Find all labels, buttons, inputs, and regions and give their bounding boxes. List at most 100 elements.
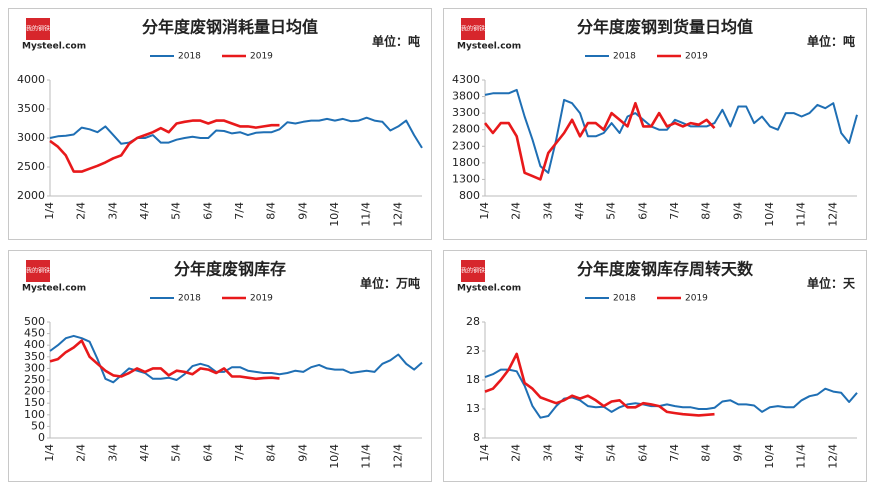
logo-en: Mysteel.com: [457, 284, 521, 294]
y-tick-label: 8: [473, 431, 480, 444]
unit-label: 单位：天: [807, 276, 856, 291]
x-tick-label: 2/4: [75, 202, 88, 220]
y-tick-label: 100: [24, 408, 45, 421]
x-tick-label: 3/4: [541, 444, 554, 462]
x-tick-label: 8/4: [700, 444, 713, 462]
series-line: [49, 339, 280, 381]
panel-border: [8, 8, 432, 240]
panel-border: [443, 8, 867, 240]
y-tick-label: 1800: [452, 156, 480, 169]
x-tick-label: 6/4: [201, 444, 214, 462]
panel-border: [443, 250, 867, 482]
series-line: [49, 116, 423, 149]
x-tick-label: 3/4: [106, 202, 119, 220]
series-line: [484, 368, 858, 419]
y-tick-label: 50: [31, 419, 45, 432]
x-tick-label: 12/4: [391, 202, 404, 227]
x-tick-label: 2/4: [510, 202, 523, 220]
x-tick-label: 10/4: [763, 202, 776, 227]
chart-title: 分年度废钢到货量日均值: [577, 18, 753, 37]
x-tick-label: 11/4: [795, 444, 808, 469]
x-tick-label: 6/4: [201, 202, 214, 220]
logo-cn: 我的钢铁: [26, 25, 50, 33]
logo-badge: [461, 260, 485, 282]
legend-label: 2018: [178, 52, 201, 62]
y-tick-label: 150: [24, 396, 45, 409]
y-tick-label: 3800: [452, 90, 480, 103]
x-tick-label: 5/4: [605, 202, 618, 220]
y-tick-label: 28: [466, 315, 480, 328]
x-tick-label: 4/4: [138, 202, 151, 220]
x-tick-label: 4/4: [138, 444, 151, 462]
y-tick-label: 3300: [452, 106, 480, 119]
x-tick-label: 9/4: [296, 444, 309, 462]
logo-badge: [26, 260, 50, 282]
chart-panel: 我的钢铁Mysteel.com分年度废钢库存单位：万吨0501001502002…: [8, 250, 432, 482]
series-line: [483, 101, 716, 181]
x-tick-label: 10/4: [328, 202, 341, 227]
logo-en: Mysteel.com: [22, 284, 86, 294]
x-tick-label: 9/4: [731, 444, 744, 462]
logo-badge: [26, 18, 50, 40]
legend-label: 2019: [685, 294, 708, 304]
chart-title: 分年度废钢库存: [174, 260, 286, 279]
x-tick-label: 9/4: [296, 202, 309, 220]
x-tick-label: 7/4: [668, 444, 681, 462]
y-tick-label: 350: [24, 350, 45, 363]
y-tick-label: 450: [24, 327, 45, 340]
logo-badge: [461, 18, 485, 40]
x-tick-label: 7/4: [233, 202, 246, 220]
x-tick-label: 7/4: [233, 444, 246, 462]
y-tick-label: 500: [24, 315, 45, 328]
x-tick-label: 6/4: [636, 202, 649, 220]
y-tick-label: 800: [459, 189, 480, 202]
x-tick-label: 2/4: [510, 444, 523, 462]
legend-label: 2018: [613, 294, 636, 304]
y-tick-label: 3500: [17, 102, 45, 115]
chart-title: 分年度废钢消耗量日均值: [142, 18, 318, 37]
x-tick-label: 12/4: [826, 202, 839, 227]
x-tick-label: 12/4: [391, 444, 404, 469]
x-tick-label: 12/4: [826, 444, 839, 469]
series-line: [484, 352, 715, 417]
unit-label: 单位：吨: [372, 34, 420, 49]
x-tick-label: 6/4: [636, 444, 649, 462]
x-tick-label: 11/4: [795, 202, 808, 227]
y-tick-label: 2000: [17, 189, 45, 202]
x-tick-label: 3/4: [541, 202, 554, 220]
y-tick-label: 4000: [17, 73, 45, 86]
y-tick-label: 2300: [452, 139, 480, 152]
x-tick-label: 5/4: [605, 444, 618, 462]
chart-title: 分年度废钢库存周转天数: [577, 260, 754, 279]
logo-en: Mysteel.com: [457, 42, 521, 52]
legend-label: 2018: [613, 52, 636, 62]
x-tick-label: 1/4: [478, 444, 491, 462]
y-tick-label: 0: [38, 431, 45, 444]
y-tick-label: 3000: [17, 131, 45, 144]
x-tick-label: 1/4: [478, 202, 491, 220]
y-tick-label: 4300: [452, 73, 480, 86]
x-tick-label: 10/4: [763, 444, 776, 469]
y-tick-label: 1300: [452, 172, 480, 185]
y-tick-label: 13: [466, 402, 480, 415]
x-tick-label: 5/4: [170, 202, 183, 220]
x-tick-label: 3/4: [106, 444, 119, 462]
x-tick-label: 4/4: [573, 444, 586, 462]
y-tick-label: 250: [24, 373, 45, 386]
x-tick-label: 8/4: [265, 444, 278, 462]
unit-label: 单位：万吨: [360, 276, 420, 291]
x-tick-label: 4/4: [573, 202, 586, 220]
logo-cn: 我的钢铁: [461, 25, 485, 33]
x-tick-label: 11/4: [360, 202, 373, 227]
x-tick-label: 10/4: [328, 444, 341, 469]
y-tick-label: 200: [24, 385, 45, 398]
y-tick-label: 400: [24, 338, 45, 351]
series-line: [49, 334, 423, 384]
x-tick-label: 1/4: [43, 444, 56, 462]
x-tick-label: 1/4: [43, 202, 56, 220]
x-tick-label: 5/4: [170, 444, 183, 462]
y-tick-label: 2500: [17, 160, 45, 173]
